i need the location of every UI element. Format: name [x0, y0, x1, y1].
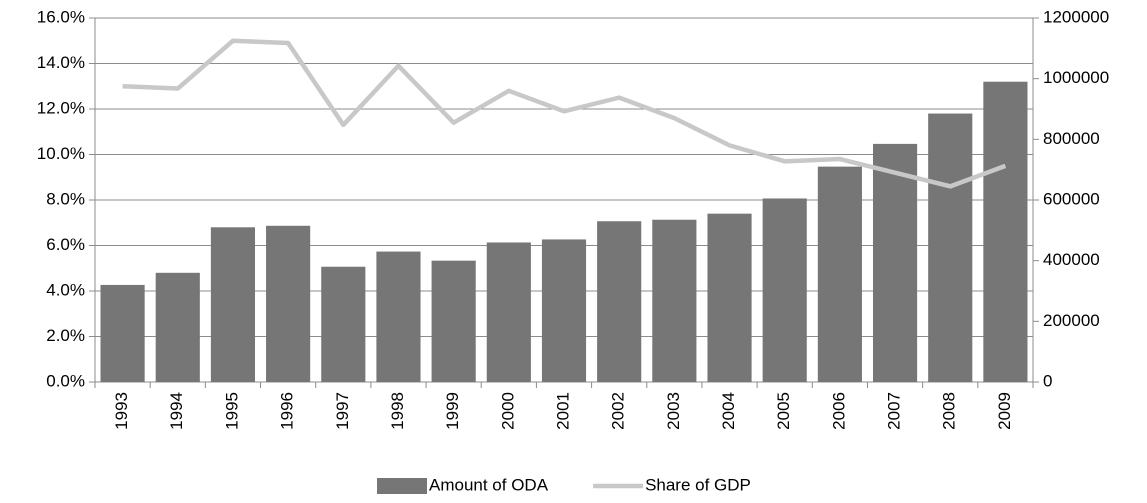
x-tick-label: 2005: [774, 392, 793, 430]
bar: [100, 284, 145, 382]
y2-tick-label: 400000: [1043, 250, 1100, 269]
bar: [210, 227, 256, 382]
y-tick-label: 12.0%: [37, 98, 85, 117]
bar: [321, 266, 366, 382]
x-tick-label: 2006: [829, 392, 848, 430]
y-tick-label: 14.0%: [37, 53, 85, 72]
x-tick-label: 2008: [940, 392, 959, 430]
y2-tick-label: 600000: [1043, 189, 1100, 208]
y-tick-label: 10.0%: [37, 144, 85, 163]
bar: [652, 219, 697, 382]
bar: [376, 251, 421, 382]
bar: [983, 81, 1028, 382]
x-tick-label: 2007: [885, 392, 904, 430]
legend-label: Amount of ODA: [429, 475, 549, 494]
bar: [707, 213, 752, 382]
x-tick-label: 2000: [498, 392, 517, 430]
x-tick-label: 1994: [167, 392, 186, 430]
bar: [762, 198, 807, 382]
bar: [872, 143, 918, 382]
y-tick-label: 0.0%: [46, 371, 85, 390]
x-tick-label: 2002: [609, 392, 628, 430]
y-tick-label: 6.0%: [46, 235, 85, 254]
bar: [155, 272, 200, 382]
bar: [928, 113, 973, 383]
y2-tick-label: 1000000: [1043, 68, 1109, 87]
bar: [817, 166, 862, 382]
legend-swatch: [377, 478, 427, 494]
x-tick-label: 1996: [278, 392, 297, 430]
y-tick-label: 8.0%: [46, 189, 85, 208]
x-tick-label: 2003: [664, 392, 683, 430]
x-tick-label: 2009: [995, 392, 1014, 430]
y2-tick-label: 1200000: [1043, 7, 1109, 26]
y-tick-label: 16.0%: [37, 7, 85, 26]
y2-tick-label: 0: [1043, 371, 1052, 390]
x-tick-label: 1998: [388, 392, 407, 430]
bar: [431, 260, 476, 382]
bar: [266, 225, 311, 382]
x-tick-label: 1997: [333, 392, 352, 430]
x-tick-label: 2001: [553, 392, 572, 430]
x-tick-label: 1995: [222, 392, 241, 430]
bar: [486, 242, 531, 382]
legend-label: Share of GDP: [645, 475, 751, 494]
line: [122, 38, 1007, 189]
x-tick-label: 1999: [443, 392, 462, 430]
x-tick-label: 2004: [719, 392, 738, 430]
y2-tick-label: 200000: [1043, 311, 1100, 330]
y2-tick-label: 800000: [1043, 129, 1100, 148]
bar: [597, 221, 642, 382]
y-tick-label: 2.0%: [46, 326, 85, 345]
x-tick-label: 1993: [112, 392, 131, 430]
bar: [541, 239, 587, 382]
y-tick-label: 4.0%: [46, 280, 85, 299]
